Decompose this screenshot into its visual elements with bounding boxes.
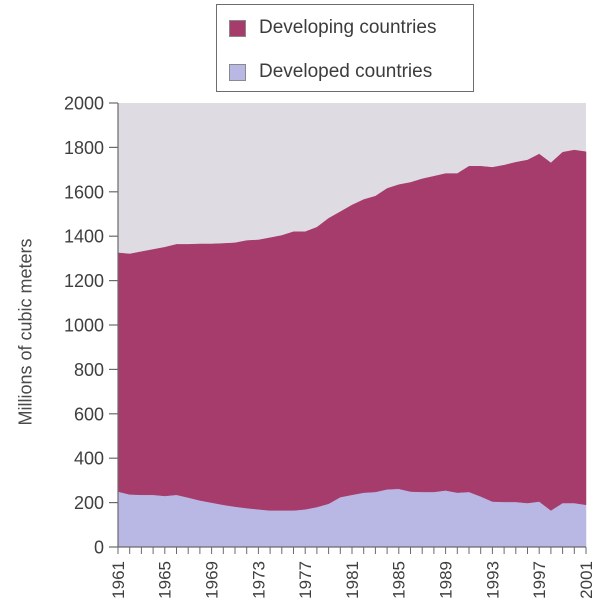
y-tick-label: 200 [74, 493, 104, 513]
x-tick-label: 1993 [483, 561, 502, 599]
y-tick-label: 1000 [64, 316, 104, 336]
legend-item-developing: Developing countries [229, 15, 436, 41]
legend: Developing countries Developed countries [216, 4, 474, 92]
y-tick-label: 1800 [64, 138, 104, 158]
x-tick-label: 1965 [156, 561, 175, 599]
x-tick-label: 1985 [390, 561, 409, 599]
legend-label-developed: Developed countries [259, 61, 433, 82]
y-tick-label: 1400 [64, 227, 104, 247]
y-axis-label: Millions of cubic meters [15, 238, 36, 426]
legend-item-developed: Developed countries [229, 59, 432, 85]
y-tick-label: 400 [74, 449, 104, 469]
x-tick-label: 1973 [249, 561, 268, 599]
x-tick-label: 1961 [109, 561, 128, 599]
x-tick-label: 1997 [530, 561, 549, 599]
x-tick-label: 1977 [296, 561, 315, 599]
y-tick-label: 1200 [64, 271, 104, 291]
x-tick-label: 1969 [203, 561, 222, 599]
area-series-developing [117, 149, 587, 511]
legend-swatch-developed [229, 63, 246, 81]
x-tick-label: 1989 [437, 561, 456, 599]
legend-label-developing: Developing countries [259, 17, 437, 38]
y-tick-label: 0 [94, 538, 104, 558]
legend-swatch-developing [229, 19, 246, 37]
y-tick-label: 600 [74, 404, 104, 424]
y-tick-label: 800 [74, 360, 104, 380]
y-tick-label: 2000 [64, 94, 104, 114]
y-tick-label: 1600 [64, 182, 104, 202]
x-tick-label: 1981 [343, 561, 362, 599]
x-tick-label: 2001 [577, 561, 596, 599]
